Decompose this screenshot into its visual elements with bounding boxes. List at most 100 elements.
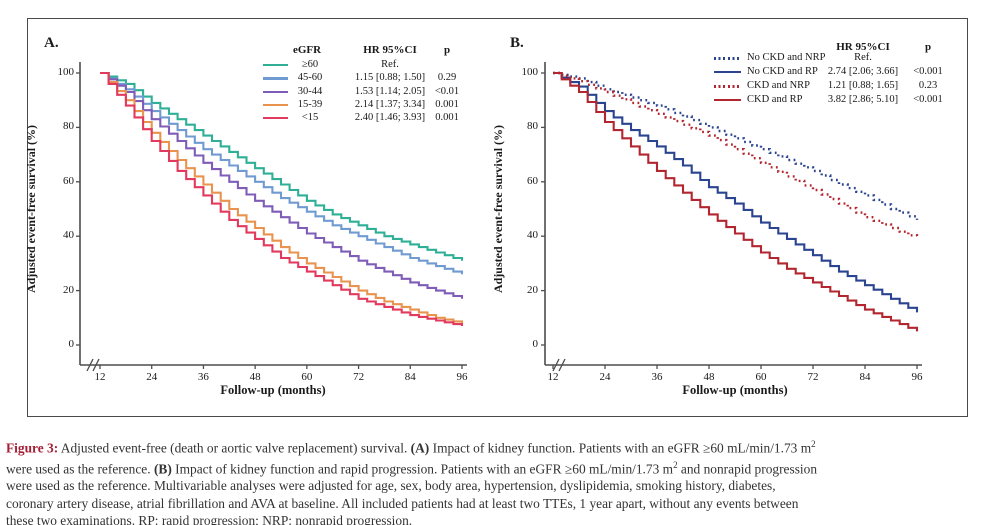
caption-text: (B) <box>153 461 172 477</box>
legend-p-value: 0.23 <box>918 80 938 91</box>
y-tick-label: 20 <box>63 283 74 296</box>
y-tick-label: 100 <box>521 66 539 78</box>
legend-p-value: 0.001 <box>435 112 459 124</box>
caption-text: 2 <box>673 459 678 470</box>
y-tick-label: 40 <box>527 229 538 242</box>
legend-p-value: <0.01 <box>434 85 460 97</box>
x-tick-label: 72 <box>353 371 365 383</box>
caption-text: 2 <box>811 439 816 449</box>
legend-header: eGFR <box>292 44 322 56</box>
legend-line-swatch <box>263 103 288 107</box>
legend-p-value: <0.001 <box>913 94 943 105</box>
caption-text: (A) <box>410 440 430 456</box>
x-tick-label: 96 <box>456 371 468 383</box>
y-tick-label: 80 <box>63 120 74 133</box>
legend-p-value: <0.001 <box>913 66 943 77</box>
legend-series-name: <15 <box>301 112 319 124</box>
curve-45-60 <box>100 71 464 275</box>
y-tick-label: 0 <box>532 338 539 350</box>
x-tick-label: 24 <box>599 371 611 383</box>
survival-curves-svg <box>76 62 922 372</box>
curve-<15 <box>100 71 464 326</box>
x-tick-label: 84 <box>404 371 416 383</box>
legend-hr-value: 2.40 [1.46; 3.93] <box>354 112 426 124</box>
x-tick-label: 24 <box>146 371 158 383</box>
legend-p-value: 0.001 <box>435 98 459 110</box>
legend-line-swatch <box>263 64 288 67</box>
legend-p-value: 0.29 <box>437 72 457 84</box>
panel-a-label: A. <box>44 35 59 51</box>
caption-line: coronary artery disease, atrial fibrilla… <box>6 495 998 512</box>
panel-b-x-axis-label: Follow-up (months) <box>682 383 788 397</box>
x-tick-label: 48 <box>249 371 261 383</box>
caption-text: coronary artery disease, atrial fibrilla… <box>6 495 799 511</box>
legend-header: HR 95%CI <box>363 44 417 56</box>
caption-text: Impact of kidney function and rapid prog… <box>171 461 674 477</box>
x-tick-label: 48 <box>703 371 715 383</box>
legend-series-name: ≥60 <box>301 59 319 70</box>
legend-hr-value: Ref. <box>381 59 399 70</box>
caption-line: Figure 3: Adjusted event-free (death or … <box>6 436 998 457</box>
legend-series-name: 30-44 <box>297 85 323 97</box>
x-tick-label: 36 <box>651 371 663 383</box>
caption-figure-label: Figure 3: <box>6 440 59 456</box>
legend-hr-value: 1.53 [1.14; 2.05] <box>354 85 426 97</box>
legend-hr-value: 1.15 [0.88; 1.50] <box>354 72 426 84</box>
figure-caption: Figure 3: Adjusted event-free (death or … <box>6 436 998 525</box>
curve-no-ckd-and-rp <box>553 71 919 313</box>
curve-≥60 <box>100 71 464 261</box>
caption-text: Adjusted event-free (death or aortic val… <box>58 440 411 456</box>
legend-series-name: CKD and RP <box>747 94 803 105</box>
x-tick-label: 96 <box>911 371 923 383</box>
x-tick-label: 72 <box>807 371 819 383</box>
x-tick-label: 12 <box>547 371 559 383</box>
legend-header: p <box>924 41 932 53</box>
x-tick-label: 60 <box>301 371 313 383</box>
caption-text: Impact of kidney function. Patients with… <box>429 440 812 456</box>
legend-header: HR 95%CI <box>836 41 890 53</box>
legend-hr-value: 2.74 [2.06; 3.66] <box>827 66 899 77</box>
x-tick-label: 36 <box>197 371 209 383</box>
y-tick-label: 40 <box>63 229 74 242</box>
legend-series-name: CKD and NRP <box>747 80 811 91</box>
curve-30-44 <box>100 71 464 299</box>
legend-hr-value: Ref. <box>854 52 872 63</box>
y-tick-label: 100 <box>57 66 75 78</box>
legend-series-name: 15-39 <box>297 98 323 110</box>
legend-line-swatch <box>714 71 741 74</box>
legend-line-swatch <box>714 99 741 102</box>
legend-hr-value: 2.14 [1.37; 3.34] <box>354 98 426 110</box>
legend-series-name: No CKD and RP <box>747 66 818 77</box>
curve-ckd-and-nrp <box>553 71 919 239</box>
y-tick-label: 0 <box>68 338 75 350</box>
legend-line-swatch <box>714 57 741 60</box>
x-tick-label: 84 <box>859 371 871 383</box>
legend-hr-value: 3.82 [2.86; 5.10] <box>827 94 899 105</box>
legend-line-swatch <box>263 77 288 80</box>
legend-line-swatch <box>263 117 288 120</box>
panel-a-x-axis-label: Follow-up (months) <box>220 383 326 397</box>
y-tick-label: 80 <box>527 120 538 133</box>
caption-line: were used as the reference. (B) Impact o… <box>6 457 998 478</box>
caption-text: were used as the reference. Multivariabl… <box>6 478 776 494</box>
panel-b-label: B. <box>510 35 524 51</box>
axis-line <box>92 358 100 372</box>
figure-frame <box>27 18 968 417</box>
caption-text: these two examinations. RP: rapid progre… <box>6 512 413 525</box>
legend-series-name: No CKD and NRP <box>747 52 826 63</box>
caption-line: were used as the reference. Multivariabl… <box>6 477 998 494</box>
legend-line-swatch <box>714 85 741 88</box>
x-tick-label: 12 <box>94 371 106 383</box>
legend-series-name: 45-60 <box>297 72 323 84</box>
caption-text: were used as the reference. <box>6 461 154 477</box>
axis-line <box>86 358 94 372</box>
caption-text: and nonrapid progression <box>677 461 818 477</box>
x-tick-label: 60 <box>755 371 767 383</box>
axis-line <box>558 358 566 372</box>
panel-a-y-axis-label: Adjusted event-free survival (%) <box>24 124 38 294</box>
y-tick-label: 60 <box>63 174 74 187</box>
legend-line-swatch <box>263 90 288 93</box>
y-tick-label: 20 <box>527 283 538 296</box>
legend-header: p <box>443 44 451 56</box>
